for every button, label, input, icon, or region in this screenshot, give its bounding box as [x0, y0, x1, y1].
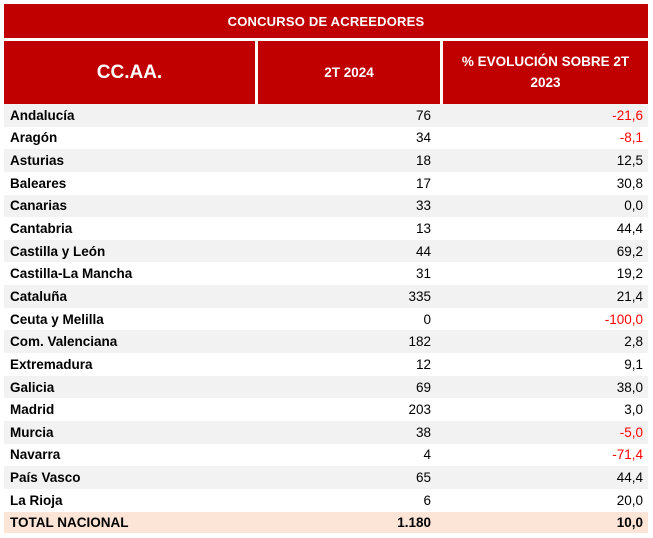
evolution-cell: 3,0 [624, 402, 643, 418]
region-cell: Galicia [10, 379, 55, 395]
column-header-period: 2T 2024 [258, 41, 440, 104]
value-cell: 76 [415, 107, 431, 123]
region-cell: Madrid [10, 402, 55, 418]
table-row: Andalucía 76 -21,6 [4, 104, 648, 127]
evolution-cell: 44,4 [616, 221, 643, 237]
value-cell: 38 [415, 424, 431, 440]
table-row: Cataluña 335 21,4 [4, 285, 648, 308]
value-cell: 33 [415, 198, 431, 214]
region-cell: Castilla y León [10, 243, 106, 259]
evolution-cell: 30,8 [616, 175, 643, 191]
evolution-cell: -21,6 [612, 107, 643, 123]
evolution-cell: -5,0 [619, 424, 643, 440]
table-row: Madrid 203 3,0 [4, 398, 648, 421]
value-cell: 44 [415, 243, 431, 259]
table-row: Cantabria 13 44,4 [4, 217, 648, 240]
value-cell: 4 [423, 447, 431, 463]
evolution-cell: 21,4 [616, 288, 643, 304]
evolution-cell: -71,4 [612, 447, 643, 463]
evolution-cell: -100,0 [604, 311, 643, 327]
table-row: País Vasco 65 44,4 [4, 466, 648, 489]
value-cell: 69 [415, 379, 431, 395]
table-title: CONCURSO DE ACREEDORES [4, 4, 648, 38]
evolution-cell: 12,5 [616, 153, 643, 169]
region-cell: Navarra [10, 447, 61, 463]
total-evolution-cell: 10,0 [616, 514, 643, 530]
evolution-cell: 69,2 [616, 243, 643, 259]
table-body: Andalucía 76 -21,6 Aragón 34 -8,1 Asturi… [4, 104, 648, 512]
evolution-cell: -8,1 [619, 130, 643, 146]
value-cell: 13 [415, 221, 431, 237]
table-row: Baleares 17 30,8 [4, 171, 648, 195]
table-row: Galicia 69 38,0 [4, 375, 648, 399]
region-cell: Com. Valenciana [10, 334, 118, 350]
region-cell: Castilla-La Mancha [10, 266, 133, 282]
total-value-cell: 1.180 [397, 514, 431, 530]
table-row: Murcia 38 -5,0 [4, 420, 648, 444]
table-row: Aragón 34 -8,1 [4, 126, 648, 150]
evolution-cell: 0,0 [624, 198, 643, 214]
region-cell: Cantabria [10, 221, 73, 237]
region-cell: Extremadura [10, 356, 93, 372]
total-row: TOTAL NACIONAL 1.180 10,0 [4, 511, 648, 533]
evolution-cell: 20,0 [616, 492, 643, 508]
title-header-divider [4, 38, 648, 41]
value-cell: 17 [415, 175, 431, 191]
evolution-cell: 38,0 [616, 379, 643, 395]
table-row: Com. Valenciana 182 2,8 [4, 330, 648, 354]
value-cell: 65 [415, 470, 431, 486]
value-cell: 203 [408, 402, 431, 418]
evolution-cell: 2,8 [624, 334, 643, 350]
column-header-region: CC.AA. [4, 41, 255, 104]
creditors-table: CONCURSO DE ACREEDORES CC.AA. 2T 2024 % … [4, 4, 648, 533]
region-cell: Baleares [10, 175, 67, 191]
total-label-cell: TOTAL NACIONAL [10, 514, 129, 530]
table-row: Castilla-La Mancha 31 19,2 [4, 262, 648, 286]
value-cell: 31 [415, 266, 431, 282]
region-cell: La Rioja [10, 492, 63, 508]
value-cell: 6 [423, 492, 431, 508]
table-row: Castilla y León 44 69,2 [4, 239, 648, 263]
value-cell: 12 [415, 356, 431, 372]
value-cell: 182 [408, 334, 431, 350]
column-header-evolution: % EVOLUCIÓN SOBRE 2T 2023 [443, 41, 648, 104]
table-row: Ceuta y Melilla 0 -100,0 [4, 307, 648, 331]
evolution-cell: 44,4 [616, 470, 643, 486]
region-cell: País Vasco [10, 470, 81, 486]
region-cell: Ceuta y Melilla [10, 311, 104, 327]
value-cell: 34 [415, 130, 431, 146]
value-cell: 0 [423, 311, 431, 327]
region-cell: Cataluña [10, 288, 68, 304]
table-row: La Rioja 6 20,0 [4, 488, 648, 512]
region-cell: Andalucía [10, 107, 75, 123]
header-row: CC.AA. 2T 2024 % EVOLUCIÓN SOBRE 2T 2023 [4, 41, 648, 104]
evolution-cell: 9,1 [624, 356, 643, 372]
region-cell: Canarias [10, 198, 68, 214]
table-row: Canarias 33 0,0 [4, 194, 648, 218]
table-row: Asturias 18 12,5 [4, 149, 648, 172]
table-row: Extremadura 12 9,1 [4, 353, 648, 376]
region-cell: Murcia [10, 424, 54, 440]
value-cell: 335 [408, 288, 431, 304]
region-cell: Aragón [10, 130, 58, 146]
evolution-cell: 19,2 [616, 266, 643, 282]
table-row: Navarra 4 -71,4 [4, 443, 648, 467]
region-cell: Asturias [10, 153, 65, 169]
value-cell: 18 [415, 153, 431, 169]
